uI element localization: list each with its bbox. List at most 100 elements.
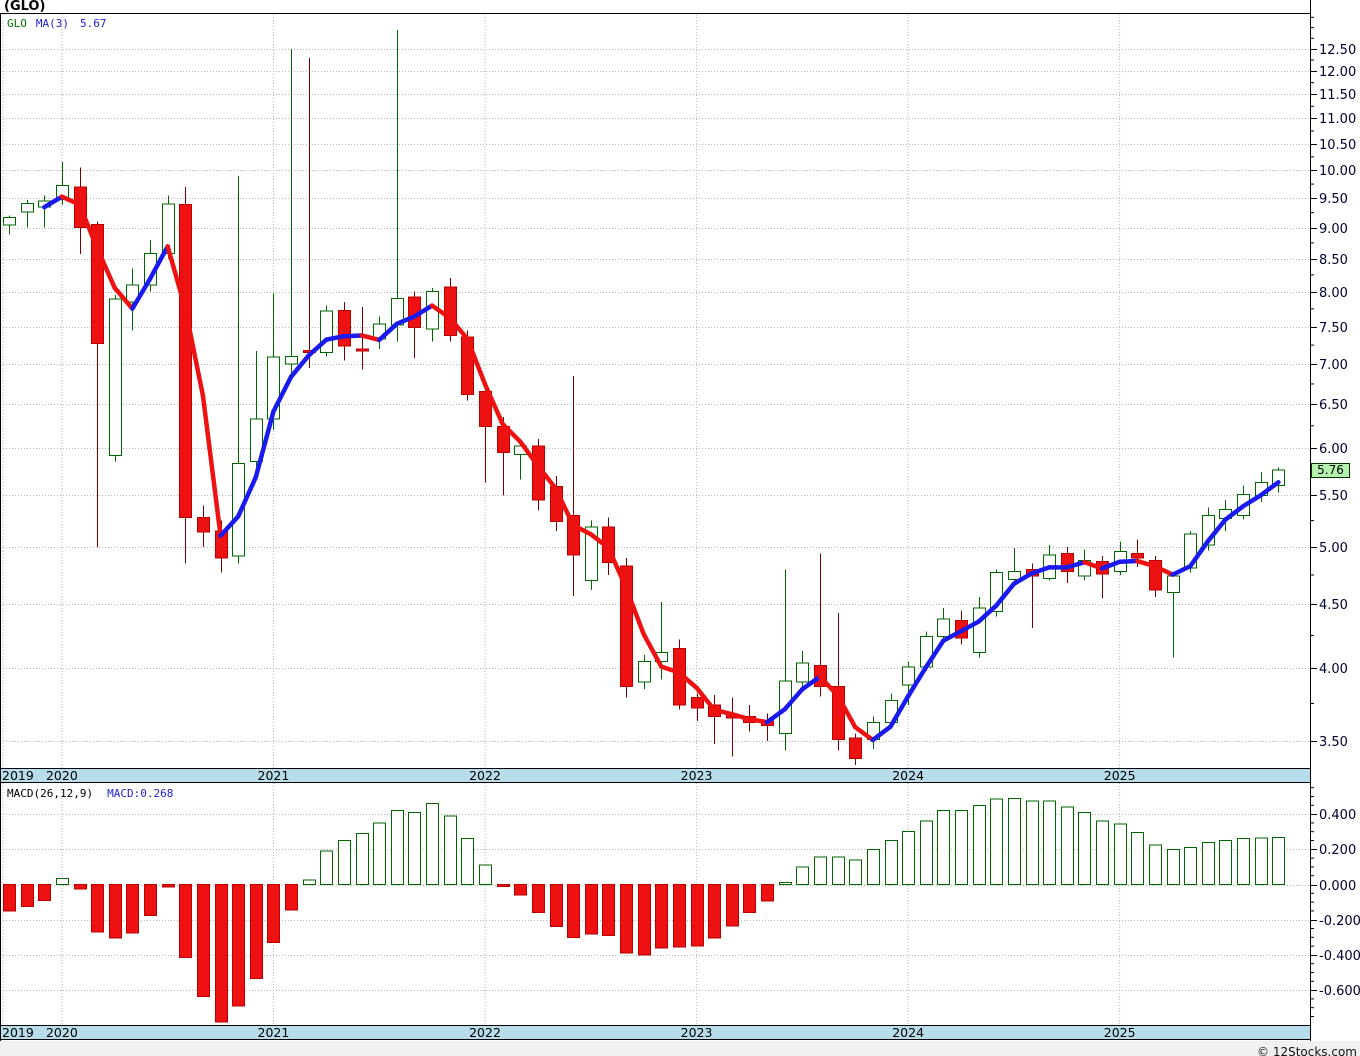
candle (796, 662, 809, 683)
macd-bar (56, 877, 69, 885)
ma-line-segment (1135, 558, 1158, 569)
ma-line-segment (800, 674, 823, 692)
candle (356, 348, 369, 352)
ma-line-segment (500, 421, 523, 444)
ma-line-segment (42, 194, 65, 210)
macd-bar (832, 856, 845, 886)
ma-line-segment (165, 244, 188, 311)
price-axis-label: 5.00 (1319, 541, 1348, 556)
year-label: 2023 (680, 1025, 713, 1040)
price-axis-label: 11.00 (1319, 112, 1356, 127)
candle (126, 284, 139, 303)
candle (1008, 571, 1021, 581)
ma-line-segment (59, 194, 82, 207)
macd-bar (1202, 841, 1215, 885)
macd-bar (726, 884, 739, 927)
ma-line-segment (1205, 517, 1228, 544)
ma-line-segment (1064, 559, 1087, 570)
ma-line-segment (641, 631, 664, 669)
ma-line-segment (747, 716, 770, 725)
macd-bar (426, 803, 439, 885)
ma-line-segment (376, 321, 400, 343)
macd-bar (1026, 800, 1039, 885)
ma-line-segment (518, 439, 541, 469)
ma-line-segment (147, 244, 170, 282)
macd-bar (990, 798, 1003, 885)
last-price-tag: 5.76 (1311, 463, 1350, 479)
candle (232, 463, 245, 557)
ma-line-segment (623, 585, 646, 637)
ma-line-segment (923, 638, 946, 670)
macd-bar (937, 810, 950, 885)
year-label: 2023 (680, 768, 713, 783)
ma-line-segment (1240, 493, 1263, 509)
macd-bar (514, 884, 527, 896)
macd-bar (1149, 844, 1162, 885)
macd-bar (638, 884, 651, 956)
macd-axis-label: 0.400 (1319, 808, 1356, 823)
candle (320, 310, 333, 354)
price-axis-label: 7.50 (1319, 321, 1348, 336)
macd-bar (1255, 837, 1268, 885)
macd-bar (38, 884, 51, 901)
ma-line-segment (553, 486, 576, 528)
ma-line-segment (1258, 480, 1281, 498)
price-axis-label: 7.00 (1319, 358, 1348, 373)
panel-border-right (1310, 0, 1311, 1041)
ma-line-segment (1223, 504, 1246, 522)
page-title: (GLO) (4, 0, 46, 14)
ma-line-segment (324, 333, 347, 342)
ma-line-segment (1029, 565, 1052, 576)
ma-line-segment (817, 674, 840, 698)
macd-bar (743, 884, 756, 914)
ma-line-segment (835, 693, 858, 730)
macd-bar (779, 882, 792, 885)
macd-bar (3, 884, 16, 912)
legend-ma-value: 5.67 (80, 17, 107, 30)
ma-line-segment (976, 603, 999, 624)
macd-legend: MACD(26,12,9) MACD:0.268 (7, 787, 173, 800)
ma-line-segment (359, 333, 382, 343)
ma-line-segment (958, 619, 981, 634)
macd-bar (356, 832, 369, 885)
macd-bar (215, 884, 228, 1023)
macd-bar (250, 884, 263, 980)
ma-line-segment (77, 202, 100, 251)
ma-line-segment (112, 285, 135, 311)
price-chart-legend: GLO MA(3) 5.67 (7, 17, 107, 30)
macd-bar (1061, 806, 1074, 886)
candle (585, 526, 598, 582)
ma-line-segment (94, 246, 118, 291)
price-axis-label: 4.00 (1319, 662, 1348, 677)
candle (250, 418, 263, 463)
macd-bar (444, 815, 457, 885)
panel-border-left (0, 13, 1, 1041)
panel-border-top (0, 13, 1311, 14)
x-axis-strip-main: 2019 2020 2021 2022 2023 2024 2025 (0, 768, 1310, 783)
macd-bar (144, 884, 157, 916)
year-label: 2019 (2, 768, 34, 783)
macd-bar (303, 879, 316, 885)
ma-line-segment (676, 670, 699, 691)
macd-bar (814, 856, 827, 886)
macd-bar (461, 838, 474, 885)
macd-bar (567, 884, 580, 938)
macd-bar (920, 820, 933, 885)
ma-line-segment (711, 707, 735, 717)
macd-bar (373, 822, 386, 885)
candle (3, 216, 16, 226)
ma-line-segment (447, 315, 470, 342)
macd-bar (796, 866, 809, 886)
ma-line-segment (394, 314, 417, 327)
macd-bar (973, 804, 986, 885)
ma-line-segment (694, 685, 717, 713)
ma-line-segment (1011, 571, 1034, 587)
ma-line-segment (535, 463, 558, 491)
macd-bar (1167, 848, 1180, 886)
macd-chart-svg: 0.400 0.200 0.000 -0.200 -0.400 -0.600 (0, 783, 1360, 1025)
macd-bar (673, 884, 686, 948)
macd-bar (761, 884, 774, 902)
ma-line-segment (1099, 559, 1122, 571)
macd-axis-label: 0.200 (1319, 843, 1356, 858)
macd-bar (1184, 847, 1197, 885)
